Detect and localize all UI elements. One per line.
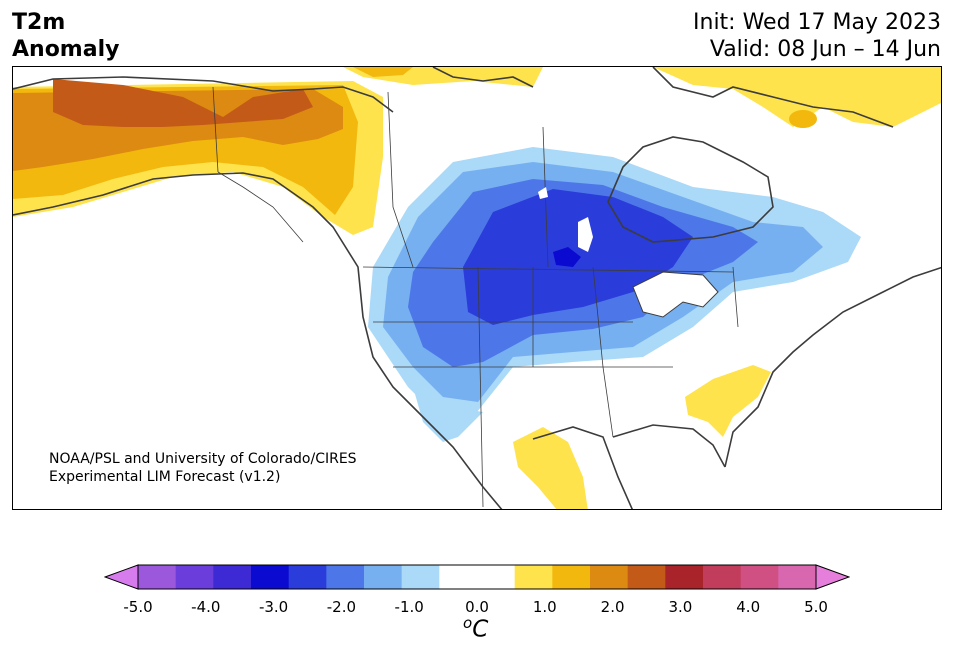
cool-anomaly-southwest bbox=[413, 387, 483, 442]
colorbar-bin bbox=[401, 565, 440, 589]
colorbar-bin bbox=[740, 565, 779, 589]
warm-anomaly-spot bbox=[789, 110, 817, 128]
colorbar-unit: oC bbox=[463, 614, 488, 643]
colorbar-tick-label: -3.0 bbox=[258, 598, 289, 616]
lake-small bbox=[538, 187, 548, 199]
colorbar-bin bbox=[213, 565, 252, 589]
colorbar-bin bbox=[364, 565, 403, 589]
init-date: Init: Wed 17 May 2023 bbox=[693, 10, 941, 35]
title-subtitle: Anomaly bbox=[12, 37, 120, 62]
unit-base: C bbox=[472, 616, 489, 643]
colorbar-bin bbox=[665, 565, 704, 589]
colorbar-tick-label: 3.0 bbox=[668, 598, 693, 616]
credit-text: NOAA/PSL and University of Colorado/CIRE… bbox=[49, 450, 357, 486]
title-variable: T2m bbox=[12, 10, 66, 35]
colorbar-tick-label: 0.0 bbox=[465, 598, 489, 616]
anomaly-map bbox=[12, 66, 942, 510]
map-title: T2m Anomaly bbox=[12, 9, 119, 63]
colorbar-bin bbox=[175, 565, 214, 589]
colorbar-bin bbox=[778, 565, 817, 589]
great-lakes bbox=[632, 271, 719, 318]
colorbar-bin bbox=[251, 565, 290, 589]
colorbar-bin bbox=[514, 565, 553, 589]
colorbar-bin bbox=[439, 565, 478, 589]
colorbar-tick-label: 4.0 bbox=[736, 598, 761, 616]
colorbar-bin bbox=[590, 565, 629, 589]
colorbar-bin bbox=[138, 565, 177, 589]
colorbar-bin bbox=[552, 565, 591, 589]
warm-anomaly-arctic-mid bbox=[353, 67, 413, 77]
credit-line-2: Experimental LIM Forecast (v1.2) bbox=[49, 469, 281, 485]
colorbar-under-arrow bbox=[104, 564, 139, 590]
colorbar-bin bbox=[703, 565, 742, 589]
unit-superscript: o bbox=[463, 614, 473, 632]
colorbar-tick-label: -4.0 bbox=[191, 598, 221, 616]
colorbar-tick-label: -1.0 bbox=[394, 598, 424, 616]
colorbar-bin bbox=[288, 565, 327, 589]
colorbar-bin bbox=[326, 565, 365, 589]
coastlines bbox=[13, 67, 941, 509]
credit-line-1: NOAA/PSL and University of Colorado/CIRE… bbox=[49, 451, 357, 467]
colorbar-bin bbox=[627, 565, 666, 589]
warm-anomaly-greenland-canada bbox=[653, 67, 941, 127]
colorbar-tick-label: 1.0 bbox=[532, 598, 557, 616]
forecast-dates: Init: Wed 17 May 2023 Valid: 08 Jun – 14… bbox=[693, 9, 941, 63]
cool-anomaly-30 bbox=[553, 247, 581, 267]
colorbar bbox=[104, 564, 850, 590]
colorbar-bin bbox=[477, 565, 516, 589]
lake-winnipeg bbox=[578, 217, 593, 252]
warm-anomaly-alaska-peak bbox=[53, 79, 313, 127]
colorbar-tick-label: 5.0 bbox=[804, 598, 828, 616]
colorbar-over-arrow bbox=[815, 564, 850, 590]
colorbar-tick-label: -5.0 bbox=[123, 598, 153, 616]
warm-anomaly-mexico bbox=[513, 427, 588, 509]
map-canvas bbox=[13, 67, 941, 509]
colorbar-tick-label: 2.0 bbox=[600, 598, 625, 616]
colorbar-tick-label: -2.0 bbox=[326, 598, 357, 616]
valid-date: Valid: 08 Jun – 14 Jun bbox=[709, 37, 941, 62]
warm-anomaly-southeast bbox=[685, 365, 771, 437]
